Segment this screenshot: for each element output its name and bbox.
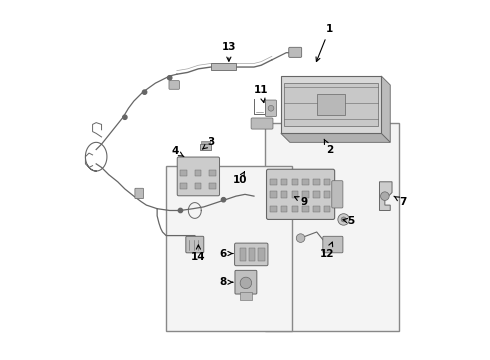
Bar — [281, 179, 287, 185]
Bar — [209, 183, 216, 189]
FancyBboxPatch shape — [323, 236, 343, 253]
Text: 4: 4 — [172, 146, 184, 157]
Text: 1: 1 — [316, 24, 333, 62]
Bar — [302, 179, 309, 185]
Text: 12: 12 — [320, 242, 335, 258]
Bar — [240, 292, 252, 300]
Bar — [249, 248, 255, 261]
Bar — [313, 192, 319, 198]
Text: 5: 5 — [343, 216, 354, 226]
Bar — [285, 83, 378, 126]
Polygon shape — [281, 134, 390, 142]
Bar — [195, 170, 201, 176]
Text: 6: 6 — [220, 248, 233, 258]
FancyBboxPatch shape — [267, 169, 335, 220]
Text: 10: 10 — [232, 172, 247, 185]
FancyBboxPatch shape — [186, 236, 204, 253]
Bar — [292, 206, 298, 212]
Circle shape — [296, 234, 305, 242]
Text: 8: 8 — [220, 277, 233, 287]
Bar — [313, 206, 319, 212]
Bar — [270, 206, 276, 212]
Bar — [270, 179, 276, 185]
Bar — [211, 63, 236, 69]
Bar — [281, 206, 287, 212]
FancyBboxPatch shape — [266, 100, 276, 117]
Bar — [281, 76, 381, 134]
Circle shape — [341, 217, 346, 222]
Text: 2: 2 — [324, 139, 333, 154]
FancyBboxPatch shape — [251, 118, 273, 129]
Circle shape — [143, 90, 147, 94]
Circle shape — [338, 214, 349, 225]
Bar — [166, 166, 292, 330]
Bar — [265, 123, 399, 330]
Bar — [302, 206, 309, 212]
Bar — [270, 192, 276, 198]
Text: 11: 11 — [254, 85, 269, 103]
Bar — [258, 248, 265, 261]
FancyBboxPatch shape — [169, 81, 179, 89]
Circle shape — [381, 192, 389, 201]
Bar — [317, 94, 345, 116]
Text: 7: 7 — [394, 196, 407, 207]
Bar — [281, 192, 287, 198]
Text: 9: 9 — [294, 197, 308, 207]
Bar — [240, 248, 246, 261]
Bar — [292, 179, 298, 185]
Text: 14: 14 — [191, 245, 206, 262]
Circle shape — [178, 208, 183, 213]
Polygon shape — [381, 76, 390, 142]
Bar — [209, 170, 216, 176]
Circle shape — [240, 277, 252, 289]
Bar — [195, 183, 201, 189]
Polygon shape — [379, 182, 392, 211]
FancyBboxPatch shape — [235, 243, 268, 266]
Bar — [324, 192, 330, 198]
FancyBboxPatch shape — [289, 47, 302, 57]
Text: 3: 3 — [202, 138, 215, 149]
Bar — [180, 183, 187, 189]
Circle shape — [268, 105, 274, 111]
FancyBboxPatch shape — [332, 181, 343, 208]
Bar — [302, 192, 309, 198]
Bar — [324, 179, 330, 185]
FancyBboxPatch shape — [177, 157, 220, 196]
Circle shape — [221, 198, 225, 202]
Bar — [313, 179, 319, 185]
Bar — [200, 144, 211, 149]
Circle shape — [168, 76, 172, 80]
FancyBboxPatch shape — [135, 188, 144, 199]
Bar — [201, 140, 210, 144]
Circle shape — [122, 115, 127, 120]
Bar — [180, 170, 187, 176]
Bar — [292, 192, 298, 198]
Bar — [324, 206, 330, 212]
Text: 13: 13 — [221, 42, 236, 61]
FancyBboxPatch shape — [235, 270, 257, 294]
